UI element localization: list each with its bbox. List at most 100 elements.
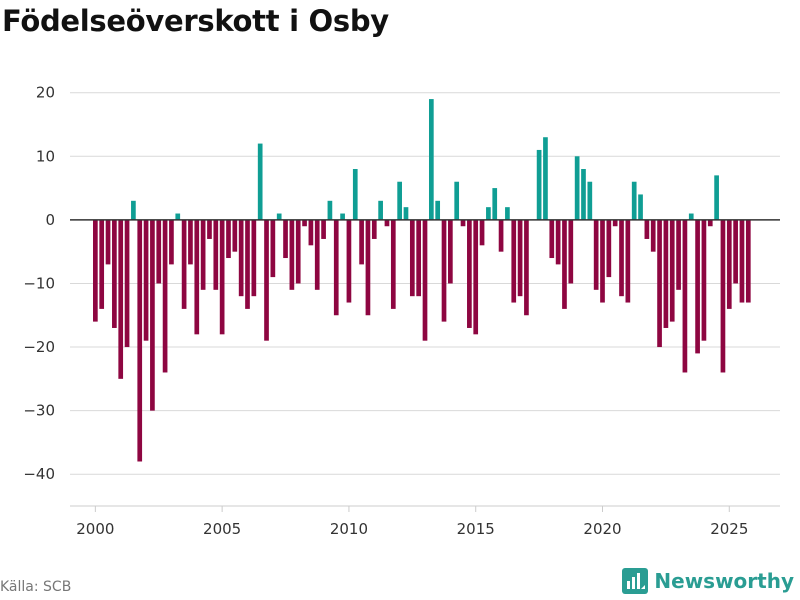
bar[interactable] [390, 219, 396, 309]
bar[interactable] [124, 219, 130, 348]
bar[interactable] [213, 219, 219, 290]
bar[interactable] [131, 200, 136, 220]
bar[interactable] [619, 219, 624, 297]
bar[interactable] [707, 219, 713, 227]
bar[interactable] [454, 181, 460, 220]
bar[interactable] [188, 219, 193, 265]
bar[interactable] [314, 219, 320, 290]
bar[interactable] [441, 219, 447, 322]
bar[interactable] [612, 219, 618, 227]
bar[interactable] [371, 219, 377, 239]
bar[interactable] [739, 219, 745, 303]
bar[interactable] [745, 219, 751, 303]
bar[interactable] [93, 219, 98, 322]
bar[interactable] [657, 219, 662, 348]
bar[interactable] [257, 143, 263, 220]
bar[interactable] [264, 219, 269, 341]
bar[interactable] [625, 219, 631, 303]
bar[interactable] [638, 194, 643, 220]
bar[interactable] [543, 137, 548, 220]
bar[interactable] [207, 219, 212, 239]
bar[interactable] [606, 219, 612, 278]
bar[interactable] [276, 213, 282, 220]
bar[interactable] [695, 219, 700, 354]
bar[interactable] [600, 219, 605, 303]
bar[interactable] [162, 219, 168, 373]
bar[interactable] [733, 219, 738, 284]
bar[interactable] [682, 219, 688, 373]
bar[interactable] [505, 207, 510, 220]
bar[interactable] [726, 219, 732, 309]
bar[interactable] [283, 219, 288, 259]
bar[interactable] [467, 219, 472, 328]
bar[interactable] [473, 219, 479, 335]
bar[interactable] [143, 219, 149, 341]
bar[interactable] [650, 219, 656, 252]
bar[interactable] [460, 219, 466, 227]
bar[interactable] [245, 219, 250, 309]
bar[interactable] [631, 181, 637, 220]
bar[interactable] [232, 219, 238, 252]
bar[interactable] [352, 169, 358, 220]
bar[interactable] [181, 219, 187, 309]
bar[interactable] [118, 219, 124, 379]
bar[interactable] [720, 219, 726, 373]
bar[interactable] [714, 175, 719, 220]
bar[interactable] [302, 219, 307, 227]
bar[interactable] [200, 219, 206, 290]
brand[interactable]: Newsworthy [622, 568, 794, 594]
bar[interactable] [346, 219, 352, 303]
bar[interactable] [270, 219, 276, 278]
bar[interactable] [295, 219, 301, 284]
bar[interactable] [688, 213, 694, 220]
bar[interactable] [517, 219, 523, 297]
bar[interactable] [359, 219, 364, 265]
bar[interactable] [321, 219, 326, 239]
bar[interactable] [384, 219, 390, 227]
bar[interactable] [663, 219, 669, 328]
bar[interactable] [105, 219, 111, 265]
bar[interactable] [562, 219, 567, 309]
bar[interactable] [137, 219, 143, 462]
bar[interactable] [479, 219, 485, 246]
bar[interactable] [669, 219, 675, 322]
bar[interactable] [194, 219, 200, 335]
bar[interactable] [422, 219, 428, 341]
bar[interactable] [492, 188, 498, 220]
bar[interactable] [219, 219, 225, 335]
bar[interactable] [511, 219, 517, 303]
bar[interactable] [555, 219, 561, 265]
bar[interactable] [701, 219, 707, 341]
bar[interactable] [593, 219, 599, 290]
bar[interactable] [549, 219, 555, 259]
bar[interactable] [365, 219, 371, 316]
bar[interactable] [403, 207, 409, 220]
bar[interactable] [486, 207, 491, 220]
bar[interactable] [378, 200, 383, 220]
bar[interactable] [448, 219, 453, 284]
bar[interactable] [644, 219, 650, 239]
bar[interactable] [327, 200, 333, 220]
bar[interactable] [676, 219, 681, 290]
bar[interactable] [340, 213, 345, 220]
bar[interactable] [289, 219, 295, 290]
bar[interactable] [251, 219, 257, 297]
bar[interactable] [156, 219, 162, 284]
bar[interactable] [409, 219, 415, 297]
bar[interactable] [524, 219, 529, 316]
bar[interactable] [333, 219, 339, 316]
bar[interactable] [574, 156, 580, 220]
bar[interactable] [112, 219, 117, 328]
bar[interactable] [99, 219, 105, 309]
bar[interactable] [308, 219, 314, 246]
bar[interactable] [536, 149, 542, 220]
bar[interactable] [416, 219, 422, 297]
bar[interactable] [169, 219, 174, 265]
bar[interactable] [581, 169, 586, 220]
bar[interactable] [428, 99, 434, 220]
bar[interactable] [150, 219, 155, 411]
bar[interactable] [397, 181, 402, 220]
bar[interactable] [568, 219, 574, 284]
bar[interactable] [238, 219, 244, 297]
bar[interactable] [435, 200, 441, 220]
